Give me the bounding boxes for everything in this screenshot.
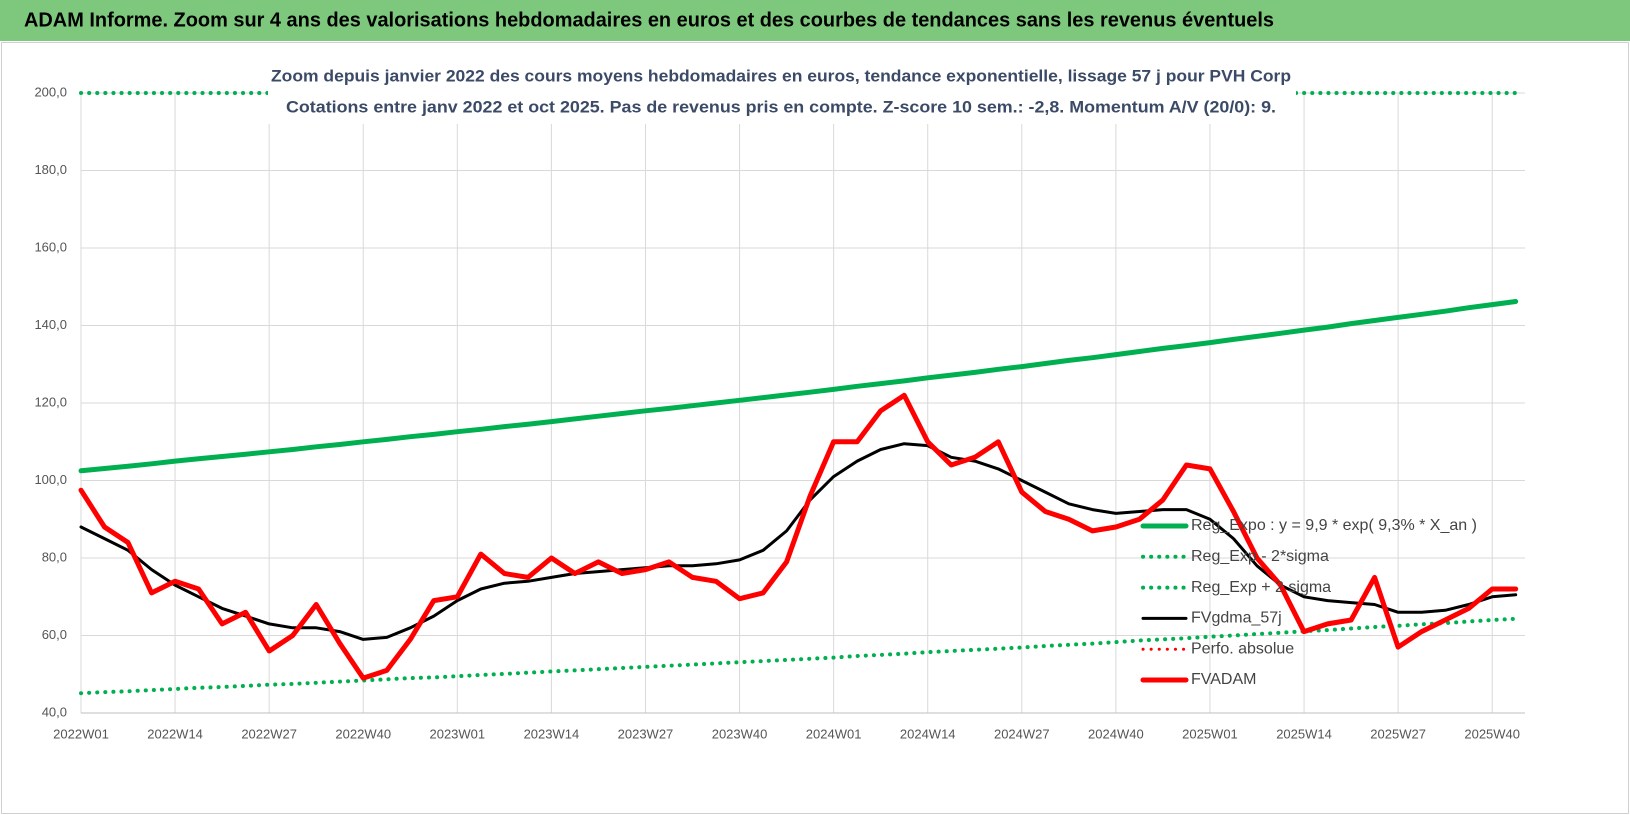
x-tick-label: 2022W14 [147,726,203,741]
x-tick-label: 2025W01 [1182,726,1238,741]
subtitle-box [268,60,1296,124]
legend-label: Reg_Exp + 2 sigma [1191,579,1331,596]
x-tick-label: 2023W01 [429,726,485,741]
chart-title: ADAM Informe. Zoom sur 4 ans des valoris… [24,9,1274,31]
series-line [78,392,1519,681]
plot-area: 40,0 60,0 80,0 100,0 120,0 140,0 160,0 180,0 200… [34,84,1525,741]
x-tick-label: 2022W01 [53,726,109,741]
legend: Reg_Expo : y = 9,9 * exp( 9,3% * X_an ) R… [1140,517,1477,688]
x-tick-label: 2025W14 [1276,726,1332,741]
subtitle: Cotations entre janv 2022 et oct 2025. P… [286,97,1276,116]
x-tick-label: 2024W01 [806,726,862,741]
chart-border [1,42,1629,814]
y-tick-label: 120,0 [34,394,67,409]
series-line [78,299,1519,474]
y-tick-label: 100,0 [34,472,67,487]
x-tick-label: 2024W40 [1088,726,1144,741]
x-tick-label: 2024W27 [994,726,1050,741]
x-tick-label: 2025W27 [1370,726,1426,741]
y-tick-label: 60,0 [42,627,67,642]
banner [0,0,1630,41]
x-tick-label: 2023W14 [524,726,580,741]
legend-label: Perfo. absolue [1191,640,1294,657]
series-line [79,616,1518,696]
x-tick-label: 2025W40 [1464,726,1520,741]
y-tick-label: 200,0 [34,84,67,99]
x-tick-label: 2023W27 [618,726,674,741]
legend-label: Reg_Exp - 2*sigma [1191,548,1329,565]
legend-label: FVADAM [1191,671,1256,688]
y-tick-label: 80,0 [42,549,67,564]
y-tick-label: 160,0 [34,239,67,254]
subtitle: Zoom depuis janvier 2022 des cours moyen… [271,66,1291,85]
y-tick-label: 40,0 [42,704,67,719]
y-tick-label: 180,0 [34,162,67,177]
x-tick-label: 2022W40 [335,726,391,741]
y-tick-label: 140,0 [34,317,67,332]
x-tick-label: 2023W40 [712,726,768,741]
legend-label: FVgdma_57j [1191,610,1282,627]
legend-label: Reg_Expo : y = 9,9 * exp( 9,3% * X_an ) [1191,517,1477,534]
x-tick-label: 2022W27 [241,726,297,741]
x-tick-label: 2024W14 [900,726,956,741]
